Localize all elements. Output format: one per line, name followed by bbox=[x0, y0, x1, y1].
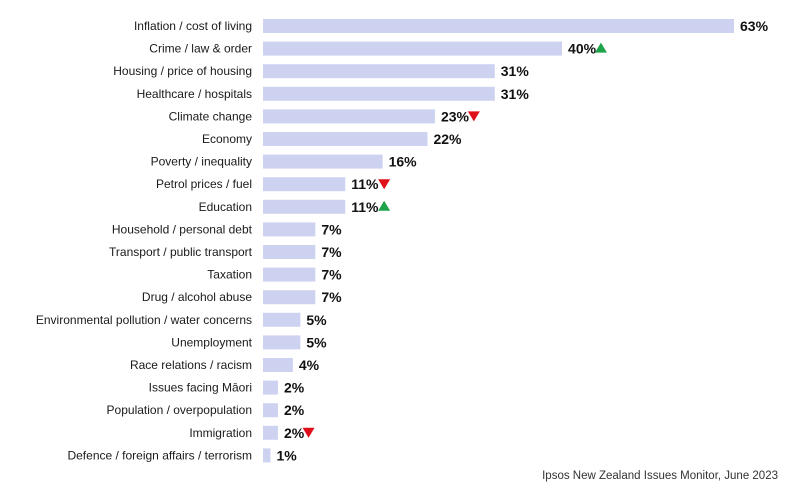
category-label: Taxation bbox=[207, 268, 252, 282]
value-label: 7% bbox=[321, 244, 342, 260]
bar-row: Healthcare / hospitals 31% bbox=[137, 86, 530, 102]
value-label: 4% bbox=[299, 357, 320, 373]
bar bbox=[263, 358, 293, 372]
bar-row: Defence / foreign affairs / terrorism 1% bbox=[67, 447, 297, 463]
category-label: Environmental pollution / water concerns bbox=[36, 313, 252, 327]
category-label: Immigration bbox=[189, 426, 252, 440]
trend-down-icon bbox=[467, 111, 480, 122]
bar-row: Issues facing Māori 2% bbox=[149, 380, 305, 396]
bar-row: Housing / price of housing 31% bbox=[113, 63, 529, 79]
value-label: 11% bbox=[351, 199, 379, 215]
bar bbox=[263, 448, 271, 463]
bar bbox=[263, 86, 495, 101]
bar-row: Inflation / cost of living 63% bbox=[134, 18, 769, 34]
value-label: 40% bbox=[568, 41, 597, 57]
value-label: 63% bbox=[740, 18, 769, 34]
value-label: 2% bbox=[284, 425, 305, 441]
bar bbox=[263, 290, 316, 305]
bar-row: Taxation 7% bbox=[207, 267, 342, 283]
category-label: Unemployment bbox=[171, 335, 252, 349]
source-note: Ipsos New Zealand Issues Monitor, June 2… bbox=[542, 470, 778, 482]
value-label: 7% bbox=[321, 267, 342, 283]
bar-row: Population / overpopulation 2% bbox=[107, 402, 305, 418]
value-label: 11% bbox=[351, 176, 379, 192]
bar bbox=[263, 380, 278, 395]
bar bbox=[263, 132, 428, 146]
bar bbox=[263, 109, 435, 124]
bar-row: Poverty / inequality 16% bbox=[151, 154, 418, 170]
value-label: 31% bbox=[501, 63, 530, 79]
category-label: Race relations / racism bbox=[130, 358, 252, 372]
value-label: 23% bbox=[441, 108, 470, 124]
category-label: Poverty / inequality bbox=[151, 155, 252, 169]
category-label: Transport / public transport bbox=[109, 245, 253, 259]
category-label: Economy bbox=[202, 132, 252, 146]
value-label: 7% bbox=[321, 221, 342, 237]
bar-row: Petrol prices / fuel 11% bbox=[156, 176, 391, 192]
bar-row: Climate change 23% bbox=[169, 108, 480, 124]
bar bbox=[263, 267, 316, 282]
bar bbox=[263, 64, 495, 79]
bar-row: Economy 22% bbox=[202, 131, 462, 147]
bar bbox=[263, 177, 346, 192]
value-label: 1% bbox=[276, 447, 297, 463]
value-label: 2% bbox=[284, 380, 305, 396]
bar-row: Race relations / racism 4% bbox=[130, 357, 320, 373]
value-label: 5% bbox=[306, 312, 327, 328]
trend-down-icon bbox=[378, 179, 391, 190]
value-label: 16% bbox=[389, 154, 418, 170]
trend-up-icon bbox=[378, 200, 391, 211]
value-label: 22% bbox=[433, 131, 462, 147]
bar bbox=[263, 19, 734, 33]
bar-row: Unemployment 5% bbox=[171, 334, 327, 350]
value-label: 2% bbox=[284, 402, 305, 418]
bar bbox=[263, 222, 316, 237]
bar-row: Drug / alcohol abuse 7% bbox=[142, 289, 342, 305]
bar-row: Environmental pollution / water concerns… bbox=[36, 312, 327, 328]
category-label: Inflation / cost of living bbox=[134, 19, 252, 33]
bar-chart: Inflation / cost of living 63% Crime / law… bbox=[36, 18, 769, 463]
category-label: Housing / price of housing bbox=[113, 64, 252, 78]
category-label: Defence / foreign affairs / terrorism bbox=[67, 448, 252, 462]
trend-up-icon bbox=[594, 42, 607, 53]
category-label: Education bbox=[199, 200, 252, 214]
trend-down-icon bbox=[302, 427, 315, 438]
bar bbox=[263, 41, 563, 56]
category-label: Population / overpopulation bbox=[107, 403, 252, 417]
bar bbox=[263, 312, 301, 327]
category-label: Drug / alcohol abuse bbox=[142, 290, 252, 304]
bar bbox=[263, 199, 346, 214]
bar bbox=[263, 245, 316, 259]
category-label: Petrol prices / fuel bbox=[156, 177, 252, 191]
bar-row: Crime / law & order 40% bbox=[149, 41, 607, 57]
value-label: 7% bbox=[321, 289, 342, 305]
bar bbox=[263, 154, 383, 169]
category-label: Issues facing Māori bbox=[149, 381, 252, 395]
category-label: Household / personal debt bbox=[112, 222, 253, 236]
category-label: Climate change bbox=[169, 109, 253, 123]
bar bbox=[263, 335, 301, 350]
bar-row: Immigration 2% bbox=[189, 425, 315, 441]
bar bbox=[263, 425, 278, 440]
value-label: 5% bbox=[306, 334, 327, 350]
value-label: 31% bbox=[501, 86, 530, 102]
bar bbox=[263, 403, 278, 418]
bar-row: Education 11% bbox=[199, 199, 391, 215]
bar-row: Household / personal debt 7% bbox=[112, 221, 342, 237]
bar-row: Transport / public transport 7% bbox=[109, 244, 342, 260]
category-label: Healthcare / hospitals bbox=[137, 87, 252, 101]
category-label: Crime / law & order bbox=[149, 42, 252, 56]
